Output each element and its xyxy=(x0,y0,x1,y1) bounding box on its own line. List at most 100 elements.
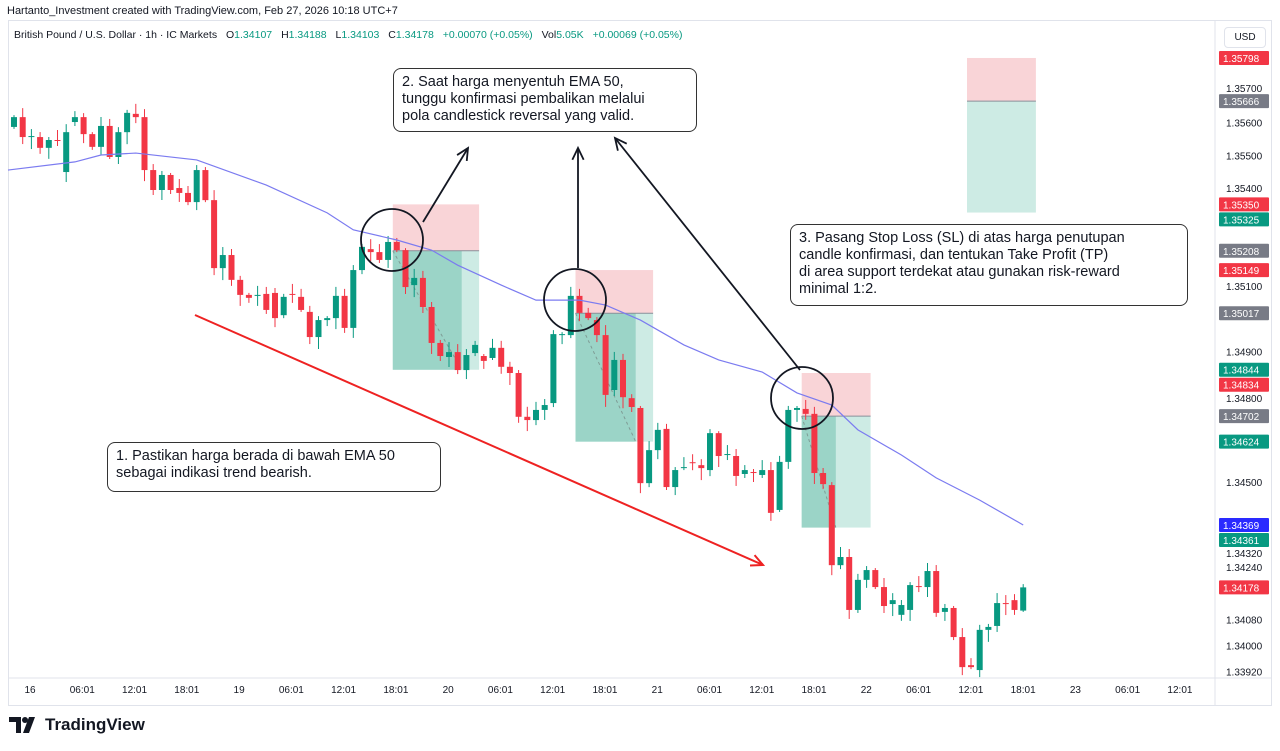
bullish-candle xyxy=(646,450,653,484)
open-label: O xyxy=(226,29,235,41)
bearish-candle xyxy=(19,117,26,138)
bearish-candle xyxy=(263,293,270,310)
bullish-candle xyxy=(158,174,165,190)
bearish-candle xyxy=(663,428,670,488)
bearish-candle xyxy=(141,117,148,171)
bullish-candle xyxy=(254,294,261,296)
low-value: 1.34103 xyxy=(341,29,380,41)
bullish-candle xyxy=(707,433,713,471)
bearish-candle xyxy=(428,306,435,343)
bearish-candle xyxy=(1002,603,1009,605)
price-badge xyxy=(1219,517,1269,532)
bearish-candle xyxy=(733,456,740,476)
bearish-candle xyxy=(820,473,827,485)
bullish-candle xyxy=(985,626,992,630)
price-tick-label: 1.35500 xyxy=(1226,151,1263,162)
bearish-candle xyxy=(689,462,696,464)
bearish-candle xyxy=(54,140,61,141)
close-label: C xyxy=(388,29,396,41)
tradingview-logo[interactable]: TradingView xyxy=(9,715,145,735)
bullish-candle xyxy=(489,347,496,358)
bullish-candle xyxy=(332,295,339,319)
price-badge-label: 1.34369 xyxy=(1223,521,1260,532)
symbol-legend: British Pound / U.S. Dollar · 1h · IC Ma… xyxy=(14,29,682,41)
price-tick-label: 1.34800 xyxy=(1226,394,1263,405)
bearish-candle xyxy=(585,312,592,319)
bearish-candle xyxy=(306,311,313,338)
ema-line xyxy=(7,152,1024,526)
callout-line: 3. Pasang Stop Loss (SL) di atas harga p… xyxy=(799,230,1125,246)
time-tick-label: 06:01 xyxy=(697,685,722,696)
bullish-candle xyxy=(724,454,731,456)
time-tick-label: 16 xyxy=(24,685,36,696)
time-axis[interactable]: 16 06:01 12:01 18:01 19 06:01 12:01 18:01 20 06:0… xyxy=(24,685,1192,696)
take-profit-zone[interactable] xyxy=(967,101,1036,213)
bullish-candle xyxy=(28,136,35,138)
bearish-candle xyxy=(637,407,644,484)
close-value: 1.34178 xyxy=(395,29,434,41)
bearish-candle xyxy=(89,134,96,147)
stop-loss-zone[interactable] xyxy=(575,270,654,314)
bearish-candle xyxy=(602,335,609,395)
bearish-candle xyxy=(176,188,183,193)
pointer-arrow-head xyxy=(571,145,585,161)
bullish-candle xyxy=(567,295,574,336)
time-tick-label: 22 xyxy=(861,685,873,696)
currency-button[interactable]: USD xyxy=(1224,27,1266,48)
bearish-candle xyxy=(80,117,87,135)
time-tick-label: 18:01 xyxy=(174,685,199,696)
high-value: 1.34188 xyxy=(288,29,327,41)
symbol-name[interactable]: British Pound / U.S. Dollar · 1h · IC Ma… xyxy=(14,29,218,41)
chart-credit: Hartanto_Investment created with Trading… xyxy=(7,5,398,17)
bearish-candle xyxy=(237,279,244,295)
time-tick-label: 18:01 xyxy=(592,685,617,696)
bearish-candle xyxy=(376,252,383,260)
price-badge xyxy=(1219,580,1269,595)
bearish-candle xyxy=(915,586,922,588)
time-tick-label: 12:01 xyxy=(122,685,147,696)
price-badge-label: 1.35325 xyxy=(1223,215,1260,226)
bullish-candle xyxy=(11,117,17,127)
callout-line: minimal 1:2. xyxy=(799,281,878,297)
time-tick-label: 12:01 xyxy=(540,685,565,696)
bullish-candle xyxy=(359,246,365,271)
chart-frame xyxy=(8,20,1272,706)
time-tick-label: 18:01 xyxy=(383,685,408,696)
price-badge-label: 1.34361 xyxy=(1223,536,1260,547)
price-tick-label: 1.35100 xyxy=(1226,282,1263,293)
price-badge xyxy=(1219,362,1269,377)
price-badge-label: 1.35798 xyxy=(1223,54,1260,65)
price-badge-label: 1.35017 xyxy=(1223,309,1260,320)
bullish-candle xyxy=(654,429,661,451)
price-badge-label: 1.34624 xyxy=(1223,438,1260,449)
price-change: +0.00070 (+0.05%) xyxy=(442,29,533,41)
stop-loss-zone[interactable] xyxy=(967,57,1036,102)
price-badge-label: 1.35666 xyxy=(1223,97,1260,108)
bearish-candle xyxy=(846,556,853,610)
bearish-candle xyxy=(498,347,505,367)
time-tick-label: 18:01 xyxy=(1011,685,1036,696)
price-tick-label: 1.33920 xyxy=(1226,668,1263,679)
pointer-arrow-head xyxy=(613,136,628,151)
bullish-candle xyxy=(219,255,226,269)
bullish-candle xyxy=(98,125,104,147)
price-badge xyxy=(1219,306,1269,321)
bearish-candle xyxy=(341,295,348,328)
bearish-candle xyxy=(950,607,957,638)
bearish-candle xyxy=(480,356,487,361)
price-badge xyxy=(1219,409,1269,424)
bullish-candle xyxy=(1020,587,1027,611)
bearish-candle xyxy=(968,665,974,668)
bullish-candle xyxy=(193,170,200,203)
bearish-candle xyxy=(715,433,722,457)
bearish-candle xyxy=(298,296,305,310)
bullish-candle xyxy=(550,334,557,404)
bullish-candle xyxy=(533,409,539,421)
tradingview-logo-text: TradingView xyxy=(45,715,145,734)
price-axis[interactable]: 1.35700 1.35600 1.35500 1.35400 1.35100 1.349… xyxy=(1219,50,1269,679)
price-tick-label: 1.35600 xyxy=(1226,119,1263,130)
bearish-candle xyxy=(802,408,809,414)
bearish-candle xyxy=(933,571,940,613)
bullish-candle xyxy=(315,320,322,338)
